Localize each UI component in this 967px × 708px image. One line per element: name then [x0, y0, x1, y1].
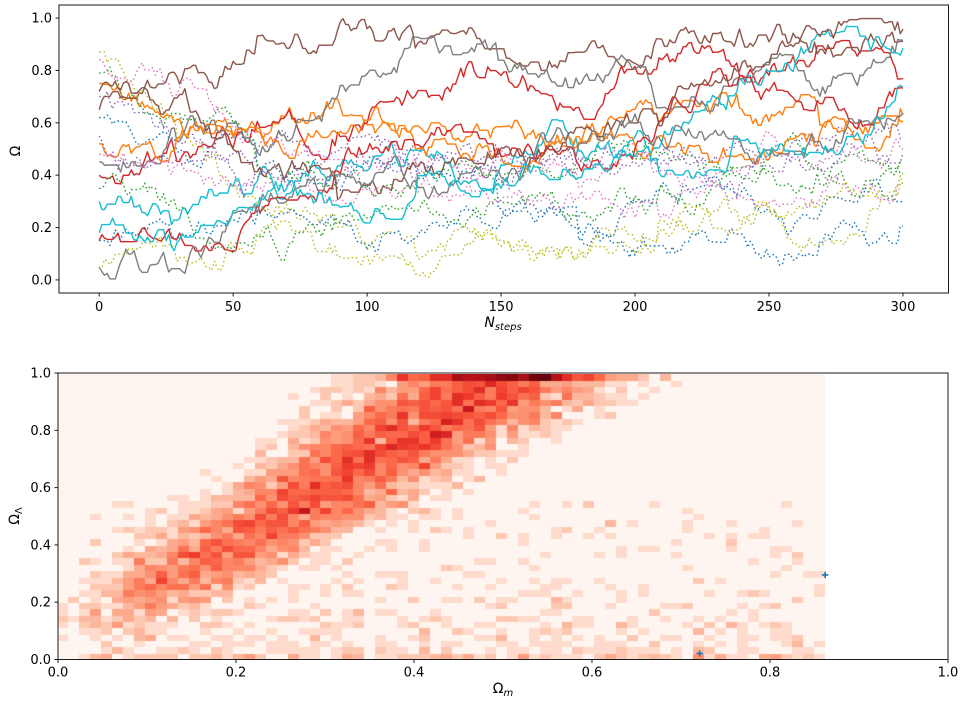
tick-label: 0.6 — [30, 481, 51, 496]
trace-line-omega_lambda-chain-3 — [98, 17, 903, 110]
posterior-heatmap-canvas — [58, 374, 825, 660]
trace-line-omega_lambda-chain-8 — [98, 17, 904, 201]
posterior-ylabel-subscript: Λ — [14, 507, 25, 514]
posterior-ylabel-main: Ω — [7, 514, 23, 525]
tick-label: 0.8 — [30, 424, 51, 439]
posterior-xlabel-subscript: m — [503, 688, 513, 699]
trace-plot-ylabel: Ω — [8, 145, 24, 156]
trace-line-omega_lambda-chain-4 — [99, 35, 903, 173]
sample-marker-plus — [696, 650, 703, 657]
trace-lines-group — [98, 17, 904, 280]
trace-line-omega_m-chain-6 — [99, 200, 903, 266]
trace-line-omega_m-chain-4 — [99, 59, 904, 189]
trace-line-omega_lambda-chain-7 — [98, 67, 904, 252]
posterior-plot-spines — [57, 372, 949, 660]
tick-label: 0.2 — [30, 596, 51, 611]
posterior-sample-markers — [696, 571, 829, 657]
tick-label: 0.0 — [30, 653, 51, 668]
trace-plot-axes: 0 50 100 150 200 250 300 0.0 0.2 0.4 0.6 0.8 1.0 Ω N… — [8, 4, 949, 333]
tick-label: 1.0 — [31, 12, 52, 27]
trace-line-omega_m-chain-3 — [99, 90, 903, 180]
trace-plot-xlabel-subscript: steps — [495, 322, 522, 333]
tick-label: 250 — [757, 300, 782, 315]
tick-label: 100 — [355, 300, 380, 315]
tick-label: 50 — [225, 300, 242, 315]
tick-label: 0.6 — [31, 116, 52, 131]
tick-label: 0.0 — [48, 666, 69, 681]
tick-label: 150 — [489, 300, 514, 315]
posterior-xlabel-main: Ω — [493, 681, 504, 697]
posterior-plot-xlabel: Ωm — [493, 681, 514, 699]
tick-label: 0 — [95, 300, 103, 315]
sample-marker-plus — [821, 571, 829, 579]
tick-label: 0.8 — [760, 666, 781, 681]
trace-line-omega_m-chain-9 — [99, 152, 903, 220]
tick-label: 0.0 — [31, 273, 52, 288]
trace-line-omega_m-chain-1 — [99, 114, 903, 237]
tick-label: 0.4 — [404, 666, 425, 681]
tick-label: 0.4 — [31, 169, 52, 184]
trace-plot-xlabel-main: N — [484, 315, 495, 331]
trace-line-omega_lambda-chain-1 — [99, 82, 904, 152]
tick-label: 300 — [891, 300, 916, 315]
tick-label: 0.8 — [31, 64, 52, 79]
trace-plot-spines — [58, 4, 949, 294]
posterior-plot-axes: 0.0 0.2 0.4 0.6 0.8 1.00.00.20.40.60.81.0 ΩΛ … — [7, 367, 958, 700]
trace-plot-ticks: 0 50 100 150 200 250 300 0.0 0.2 0.4 0.6 0.8 1.0 — [31, 12, 915, 315]
tick-label: 1.0 — [938, 666, 959, 681]
posterior-plot-ticks: 0.0 0.2 0.4 0.6 0.8 1.0 0.0 0.2 0.4 0.6 0.8 1.0 — [30, 367, 958, 681]
trace-plot-xlabel: Nsteps — [484, 315, 521, 333]
tick-label: 0.2 — [226, 666, 247, 681]
tick-label: 0.6 — [582, 666, 603, 681]
tick-label: 200 — [623, 300, 648, 315]
tick-label: 1.0 — [30, 367, 51, 382]
trace-line-omega_lambda-chain-10 — [98, 84, 904, 252]
trace-line-omega_m-chain-5 — [99, 51, 904, 261]
tick-label: 0.4 — [30, 538, 51, 553]
tick-label: 0.2 — [31, 221, 52, 236]
posterior-plot-ylabel: ΩΛ — [7, 507, 25, 525]
